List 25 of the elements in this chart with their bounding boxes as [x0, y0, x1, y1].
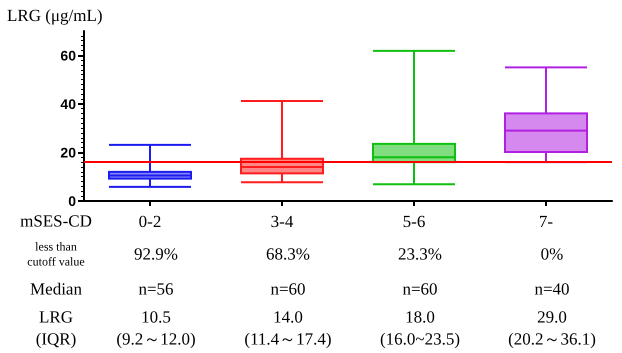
text: less than cutoff value [27, 240, 85, 268]
text: 10.5 (9.2～12.0) [116, 308, 196, 348]
text: 23.3% [398, 244, 442, 264]
y-tick-label: 0 [68, 193, 76, 209]
x-tick-label: 0-2 [138, 212, 162, 231]
text: Median [30, 280, 82, 298]
x-tick-label: 7- [538, 212, 554, 231]
text: 92.9% [134, 244, 178, 264]
x-tick-label: 3-4 [270, 212, 294, 231]
text: LRG (IQR) [36, 308, 76, 348]
text: n=56 [138, 280, 174, 298]
y-tick-label: 60 [60, 47, 76, 64]
text: 0% [540, 244, 564, 264]
x-axis-title: mSES-CD [20, 212, 92, 230]
x-tick-label: 5-6 [402, 212, 426, 231]
text: n=60 [270, 280, 306, 298]
text: 29.0 (20.2～36.1) [508, 308, 596, 348]
text: n=60 [402, 280, 438, 298]
y-axis-title: LRG (μg/mL) [7, 6, 103, 25]
y-tick-label: 40 [60, 96, 76, 112]
text: 14.0 (11.4～17.4) [244, 308, 332, 348]
text: 68.3% [266, 244, 310, 264]
text: n=40 [534, 280, 570, 298]
text: 18.0 (16.0~23.5) [380, 308, 460, 348]
y-tick-label: 20 [60, 144, 76, 160]
